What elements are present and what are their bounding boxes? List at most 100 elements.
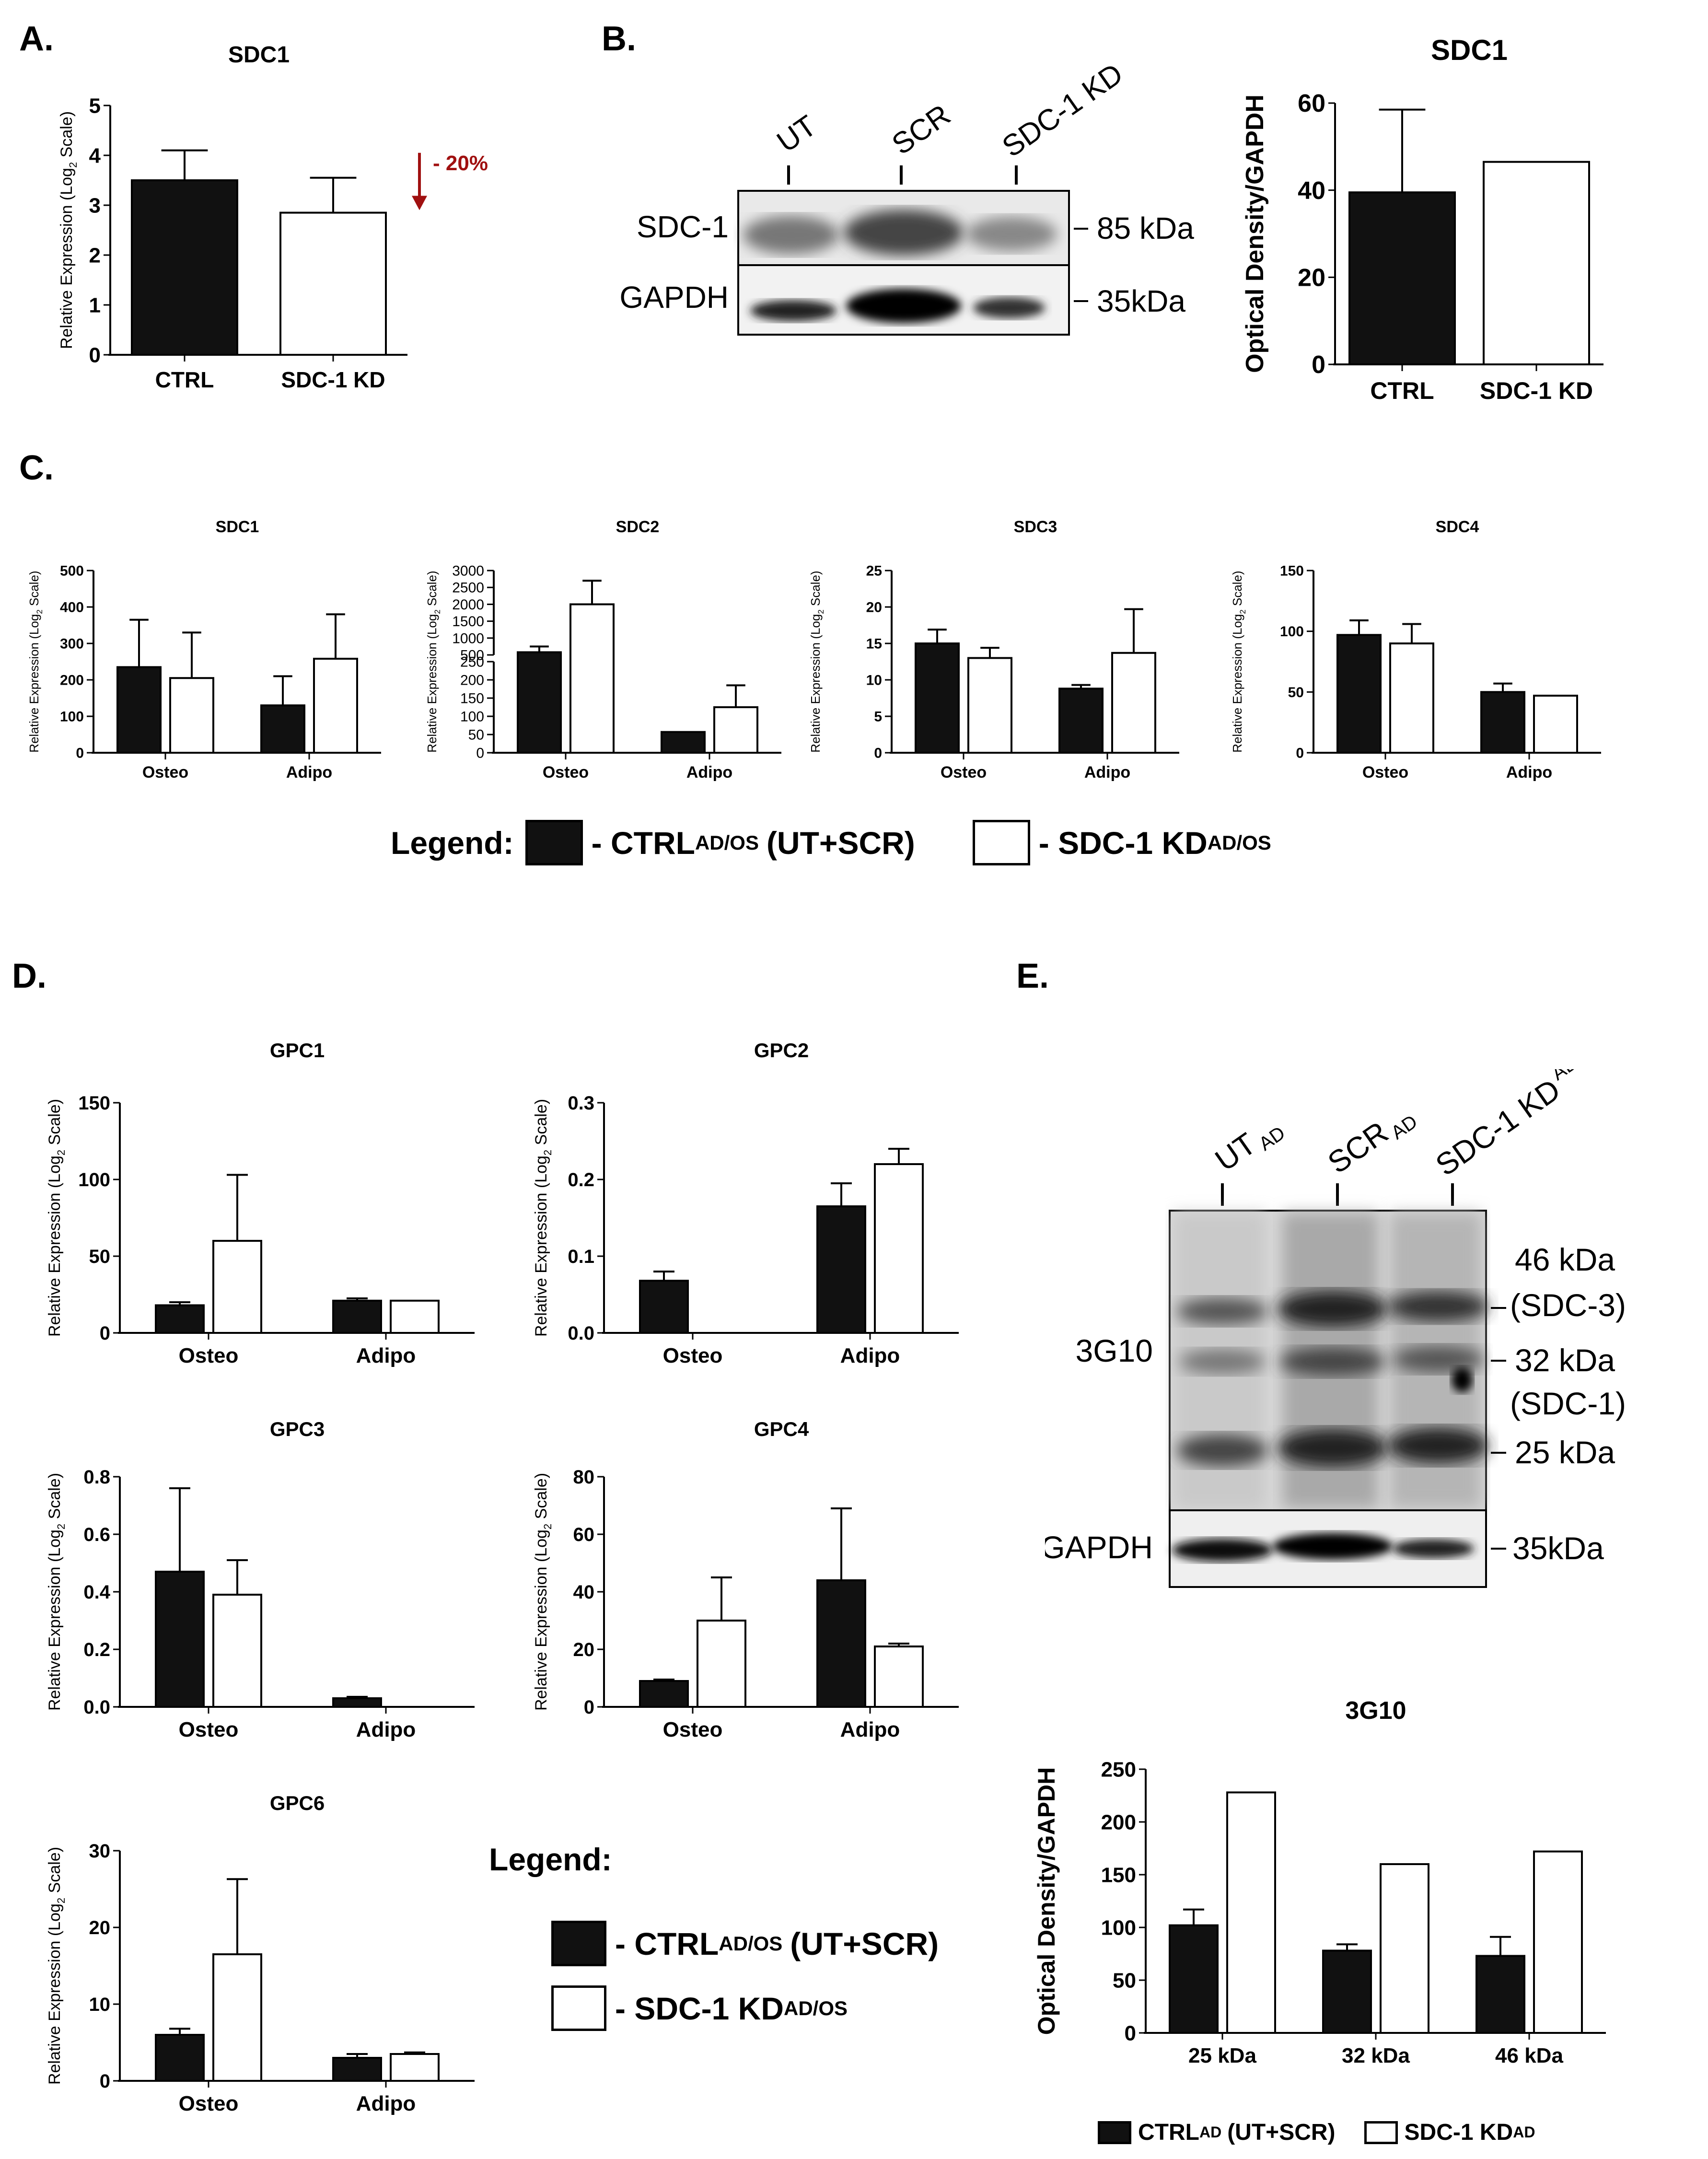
chart-d5-ylabel: Relative Expression (Log2 Scale) — [46, 1847, 67, 2085]
chart-c1-ylabel: Relative Expression (Log2 Scale) — [27, 571, 44, 752]
blot-b-lane-ut: UT — [771, 109, 822, 159]
legend-c-label: Legend: — [391, 825, 514, 861]
chart-c3-bar-ctrl-1 — [1058, 688, 1104, 754]
chart-a-xtick-label: CTRL — [155, 367, 214, 392]
chart-e-bar-kd-1 — [1380, 1863, 1429, 2034]
chart-c2-ytick-label: 2000 — [452, 597, 484, 613]
chart-c2-ylabel: Relative Expression (Log2 Scale) — [425, 571, 442, 752]
chart-b-ylabel: Optical Density/GAPDH — [1241, 94, 1269, 373]
chart-c4-ytick-label: 0 — [1296, 746, 1304, 761]
chart-c-sdc2: SDC2 Relative Expression (Log2 Scale) 0 50 1… — [425, 518, 781, 782]
chart-d5-title: GPC6 — [270, 1792, 325, 1814]
chart-c2-ytick-label: 500 — [460, 648, 484, 664]
chart-c2-ytick-label: 3000 — [452, 563, 484, 579]
chart-a-ytick-label: 1 — [89, 293, 101, 317]
chart-e-bar-kd-0 — [1226, 1791, 1276, 2034]
chart-d1-bar-ctrl-0 — [155, 1304, 205, 1334]
chart-e-bar-kd-2 — [1533, 1850, 1583, 2034]
chart-c4-bar-kd-0 — [1389, 642, 1434, 754]
chart-c3-xtick-label: Adipo — [1084, 763, 1130, 782]
chart-c2-xtick-label: Adipo — [686, 763, 732, 782]
panel-label-a: A. — [19, 20, 54, 58]
chart-d4-ytick-label: 80 — [573, 1467, 595, 1488]
chart-d3-ytick-label: 0.2 — [83, 1639, 110, 1660]
chart-e-xtick-label: 46 kDa — [1495, 2044, 1563, 2067]
chart-b-xtick-label: SDC-1 KD — [1480, 377, 1593, 404]
chart-c1-ytick-label: 100 — [60, 709, 84, 725]
chart-d4-bar-ctrl-0 — [639, 1680, 689, 1708]
chart-c2-ytick-label: 0 — [476, 746, 484, 761]
chart-d3-title: GPC3 — [270, 1418, 325, 1440]
chart-c1-ytick-label: 400 — [60, 600, 84, 616]
legend-d-ctrl-tail: (UT+SCR) — [790, 1926, 939, 1961]
legend-e-kd-swatch — [1364, 2121, 1398, 2144]
legend-e: CTRL AD (UT+SCR) SDC-1 KD AD — [1098, 2119, 1535, 2146]
legend-c-kd-swatch — [972, 820, 1030, 865]
chart-c-sdc3: SDC3 Relative Expression (Log2 Scale) 0 5 10… — [808, 518, 1179, 782]
chart-b-ytick-label: 60 — [1298, 90, 1325, 117]
blot-b-lane-scr: SCR — [886, 98, 956, 162]
chart-c2-title: SDC2 — [616, 518, 660, 536]
chart-d3-bar-kd-0 — [212, 1594, 262, 1708]
chart-d1-title: GPC1 — [270, 1039, 325, 1062]
chart-b-sdc1-density: SDC1 Optical Density/GAPDH 0 20 40 60 CTRL SDC-… — [1241, 34, 1603, 404]
blot-e-row-3g10: 3G10 — [1076, 1333, 1153, 1368]
chart-d1-bar-ctrl-1 — [332, 1299, 382, 1334]
chart-c4-ytick-label: 50 — [1288, 685, 1304, 700]
legend-d: Legend: - CTRL AD/OS (UT+SCR) - SDC-1 KD A… — [489, 1841, 939, 2031]
chart-e-3g10: 3G10 Optical Density/GAPDH 0 50 100 150 200 250… — [1033, 1697, 1606, 2067]
chart-d3-xtick-label: Adipo — [356, 1718, 416, 1741]
legend-d-kd-sub: AD/OS — [784, 1996, 848, 2019]
chart-d3-ytick-label: 0.6 — [83, 1524, 110, 1545]
chart-b-title: SDC1 — [1431, 34, 1508, 66]
legend-e-ctrl-sub: AD — [1199, 2124, 1222, 2141]
chart-d1-ytick-label: 100 — [78, 1169, 110, 1190]
chart-d-gpc6: GPC6 Relative Expression (Log2 Scale) 0 10 2… — [46, 1792, 475, 2115]
chart-c4-title: SDC4 — [1436, 518, 1479, 536]
legend-d-kd: - SDC-1 KD AD/OS — [551, 1985, 939, 2031]
chart-c1-bar-ctrl-0 — [116, 666, 162, 754]
chart-b-ytick-label: 20 — [1298, 264, 1325, 292]
legend-c-kd-main: - SDC-1 KD — [1038, 825, 1208, 861]
chart-c3-ytick-label: 0 — [874, 746, 882, 761]
blot-e-lane-scr: SCRAD — [1322, 1097, 1421, 1183]
chart-c1-title: SDC1 — [216, 518, 259, 536]
blot-e-marker-46: 46 kDa — [1515, 1242, 1615, 1277]
panel-label-d: D. — [12, 957, 46, 995]
chart-c2-ytick-label: 2500 — [452, 580, 484, 596]
chart-c2-ytick-label: 100 — [460, 709, 484, 725]
chart-c3-ylabel: Relative Expression (Log2 Scale) — [808, 571, 825, 752]
chart-c2-ytick-label: 1500 — [452, 614, 484, 630]
chart-d5-bar-kd-0 — [212, 1953, 262, 2082]
chart-c2-ytick-label: 150 — [460, 691, 484, 707]
legend-c-ctrl-tail: (UT+SCR) — [766, 825, 915, 861]
chart-a-ytick-label: 4 — [89, 144, 101, 167]
chart-d-gpc2: GPC2 Relative Expression (Log2 Scale) 0.0 0… — [532, 1039, 959, 1367]
blot-e-marker-sdc3: (SDC-3) — [1510, 1287, 1626, 1323]
chart-d3-xtick-label: Osteo — [179, 1718, 239, 1741]
chart-d5-bar-ctrl-1 — [332, 2057, 382, 2082]
chart-e-ytick-label: 100 — [1101, 1916, 1136, 1939]
chart-c1-bar-kd-1 — [313, 657, 358, 754]
chart-d3-bar-ctrl-0 — [155, 1571, 205, 1708]
chart-d1-ylabel: Relative Expression (Log2 Scale) — [46, 1099, 67, 1337]
chart-d4-xtick-label: Osteo — [663, 1718, 723, 1741]
chart-d3-ytick-label: 0.0 — [83, 1697, 110, 1718]
chart-d2-bar-ctrl-1 — [816, 1205, 866, 1334]
chart-b-bar-1 — [1483, 161, 1590, 365]
chart-c3-bar-ctrl-0 — [915, 642, 960, 754]
chart-c3-ytick-label: 5 — [874, 709, 882, 725]
western-blot-b: UT SCR SDC-1 KD SDC-1 GAPDH 85 kDa 35kDa — [619, 58, 1194, 336]
chart-d2-title: GPC2 — [754, 1039, 809, 1062]
chart-d2-bar-kd-1 — [874, 1163, 924, 1334]
chart-d1-bar-kd-1 — [390, 1299, 440, 1334]
chart-c3-bar-kd-0 — [967, 657, 1012, 754]
chart-d1-xtick-label: Adipo — [356, 1344, 416, 1367]
chart-e-bar-ctrl-2 — [1476, 1955, 1525, 2034]
chart-c3-title: SDC3 — [1014, 518, 1057, 536]
chart-c2-bar-kd-1 — [713, 706, 758, 754]
chart-c1-ytick-label: 500 — [60, 563, 84, 579]
chart-a-xtick-label: SDC-1 KD — [281, 367, 385, 392]
